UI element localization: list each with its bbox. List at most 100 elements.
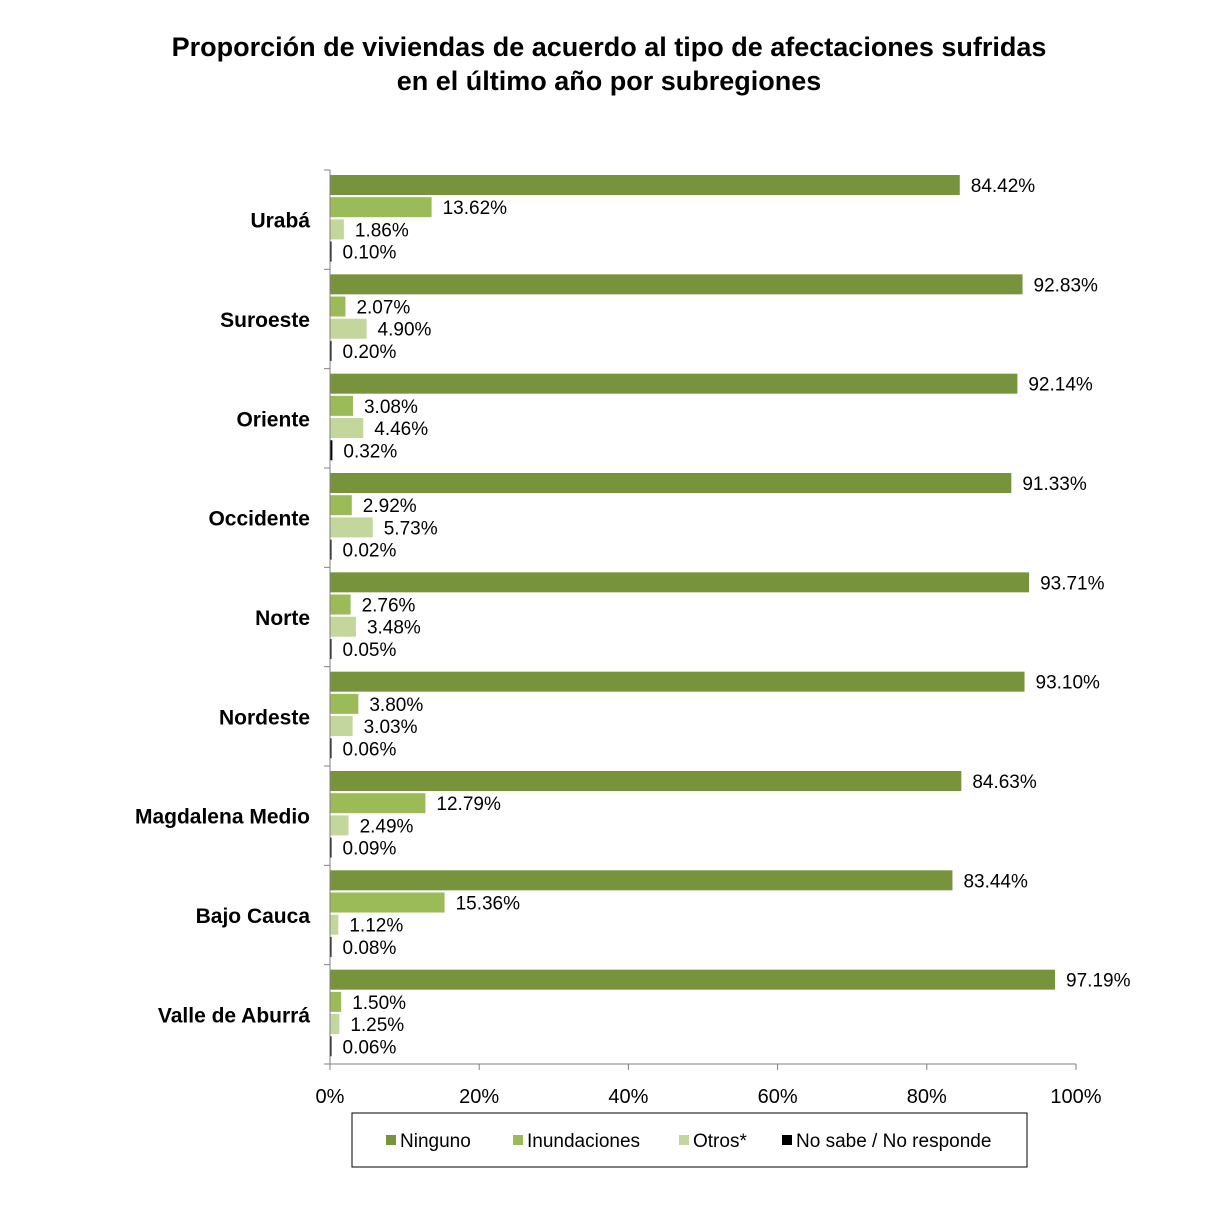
value-label-nordeste-ninguno: 93.10% [1036, 673, 1101, 694]
bars-layer [330, 175, 1056, 1057]
bar-suroeste-ninguno [330, 274, 1023, 295]
chart-title-line-2: en el último año por subregiones [396, 66, 822, 96]
bar-valle-de-aburra-no-sabe-no-responde [330, 1036, 332, 1057]
category-label-occidente: Occidente [208, 508, 310, 531]
value-label-occidente-ninguno: 91.33% [1022, 474, 1087, 495]
bar-norte-ninguno [330, 572, 1030, 593]
bar-uraba-no-sabe-no-responde [330, 241, 332, 262]
value-label-nordeste-inundaciones: 3.80% [369, 695, 423, 716]
bar-occidente-ninguno [330, 473, 1012, 493]
bar-valle-de-aburra-inundaciones [330, 991, 342, 1012]
bar-norte-otros [330, 616, 356, 637]
x-tick-label: 100% [1050, 1086, 1101, 1108]
bar-nordeste-ninguno [330, 671, 1025, 692]
value-label-bajo-cauca-inundaciones: 15.36% [456, 894, 521, 915]
bar-uraba-otros [330, 219, 344, 240]
bar-norte-no-sabe-no-responde [330, 638, 332, 659]
value-label-uraba-otros: 1.86% [355, 220, 409, 241]
value-label-valle-de-aburra-inundaciones: 1.50% [352, 993, 406, 1014]
value-label-magdalena-medio-ninguno: 84.63% [972, 772, 1037, 793]
value-label-norte-otros: 3.48% [367, 618, 421, 639]
bar-magdalena-medio-inundaciones [330, 793, 426, 814]
value-label-oriente-no-sabe-no-responde: 0.32% [343, 441, 397, 462]
category-label-nordeste: Nordeste [219, 706, 310, 729]
bar-valle-de-aburra-otros [330, 1014, 340, 1035]
bar-occidente-no-sabe-no-responde [330, 539, 332, 560]
value-label-nordeste-otros: 3.03% [364, 717, 418, 738]
value-label-oriente-otros: 4.46% [374, 419, 428, 440]
chart-title-line-1: Proporción de viviendas de acuerdo al ti… [171, 32, 1047, 62]
legend-swatch-otros [679, 1135, 689, 1145]
bar-oriente-otros [330, 418, 364, 439]
bar-suroeste-otros [330, 318, 367, 339]
value-label-norte-inundaciones: 2.76% [362, 596, 416, 617]
bar-nordeste-no-sabe-no-responde [330, 738, 332, 759]
bar-bajo-cauca-ninguno [330, 870, 953, 891]
bar-occidente-otros [330, 517, 373, 538]
value-label-suroeste-ninguno: 92.83% [1034, 275, 1099, 296]
bar-nordeste-inundaciones [330, 693, 359, 714]
legend-swatch-inundaciones [513, 1135, 523, 1145]
legend-label-otros: Otros* [693, 1131, 747, 1152]
bar-suroeste-inundaciones [330, 296, 346, 317]
value-label-bajo-cauca-otros: 1.12% [349, 916, 403, 937]
value-label-suroeste-otros: 4.90% [378, 320, 432, 341]
bar-occidente-inundaciones [330, 495, 352, 516]
bar-valle-de-aburra-ninguno [330, 969, 1056, 990]
value-label-valle-de-aburra-otros: 1.25% [350, 1015, 404, 1036]
x-tick-label: 80% [907, 1086, 947, 1108]
value-label-bajo-cauca-no-sabe-no-responde: 0.08% [343, 938, 397, 959]
bar-magdalena-medio-otros [330, 815, 349, 836]
bar-suroeste-no-sabe-no-responde [330, 340, 332, 361]
value-label-oriente-inundaciones: 3.08% [364, 397, 418, 418]
value-label-norte-ninguno: 93.71% [1040, 573, 1105, 594]
bar-oriente-ninguno [330, 373, 1018, 394]
legend-label-inundaciones: Inundaciones [527, 1131, 640, 1152]
x-tick-label: 0% [316, 1086, 345, 1108]
value-label-occidente-otros: 5.73% [384, 518, 438, 539]
category-label-valle-de-aburra: Valle de Aburrá [158, 1004, 310, 1027]
value-label-occidente-inundaciones: 2.92% [363, 496, 417, 517]
x-tick-label: 60% [758, 1086, 798, 1108]
legend-box [351, 1112, 1028, 1168]
bar-bajo-cauca-otros [330, 914, 339, 935]
category-label-uraba: Urabá [250, 210, 310, 233]
bar-uraba-ninguno [330, 175, 960, 195]
value-label-uraba-no-sabe-no-responde: 0.10% [343, 243, 397, 264]
value-label-bajo-cauca-ninguno: 83.44% [963, 871, 1028, 892]
bar-oriente-no-sabe-no-responde [330, 440, 333, 461]
bar-labels-layer: 84.42%13.62%1.86%0.10%92.83%2.07%4.90%0.… [343, 176, 1131, 1058]
value-label-oriente-ninguno: 92.14% [1028, 375, 1093, 396]
bar-nordeste-otros [330, 716, 353, 737]
value-label-suroeste-no-sabe-no-responde: 0.20% [343, 342, 397, 363]
bar-uraba-inundaciones [330, 197, 432, 218]
value-label-uraba-inundaciones: 13.62% [443, 198, 508, 219]
category-label-bajo-cauca: Bajo Cauca [196, 905, 311, 928]
value-label-norte-no-sabe-no-responde: 0.05% [343, 640, 397, 661]
legend-swatch-no-sabe-no-responde [782, 1135, 792, 1145]
legend: Ninguno Inundaciones Otros* No sabe / No re… [351, 1112, 1028, 1168]
bar-norte-inundaciones [330, 594, 351, 615]
legend-label-ninguno: Ninguno [400, 1131, 471, 1152]
category-label-magdalena-medio: Magdalena Medio [135, 806, 310, 829]
value-label-nordeste-no-sabe-no-responde: 0.06% [343, 739, 397, 760]
x-tick-label: 20% [459, 1086, 499, 1108]
legend-swatch-ninguno [386, 1135, 396, 1145]
x-tick-label: 40% [608, 1086, 648, 1108]
axes-layer: Urabá Suroeste Oriente Occidente Norte Nordes… [135, 169, 1102, 1108]
bar-magdalena-medio-no-sabe-no-responde [330, 837, 332, 858]
value-label-valle-de-aburra-ninguno: 97.19% [1066, 971, 1131, 992]
value-label-suroeste-inundaciones: 2.07% [356, 298, 410, 319]
category-label-suroeste: Suroeste [220, 309, 310, 332]
value-label-occidente-no-sabe-no-responde: 0.02% [343, 541, 397, 562]
value-label-magdalena-medio-inundaciones: 12.79% [436, 794, 501, 815]
legend-label-no-sabe-no-responde: No sabe / No responde [796, 1131, 991, 1152]
bar-oriente-inundaciones [330, 395, 353, 416]
bar-magdalena-medio-ninguno [330, 771, 962, 791]
value-label-magdalena-medio-no-sabe-no-responde: 0.09% [343, 839, 397, 860]
chart-title: Proporción de viviendas de acuerdo al ti… [0, 30, 1218, 98]
category-label-oriente: Oriente [236, 408, 310, 431]
category-label-norte: Norte [255, 607, 310, 630]
value-label-uraba-ninguno: 84.42% [971, 176, 1036, 197]
